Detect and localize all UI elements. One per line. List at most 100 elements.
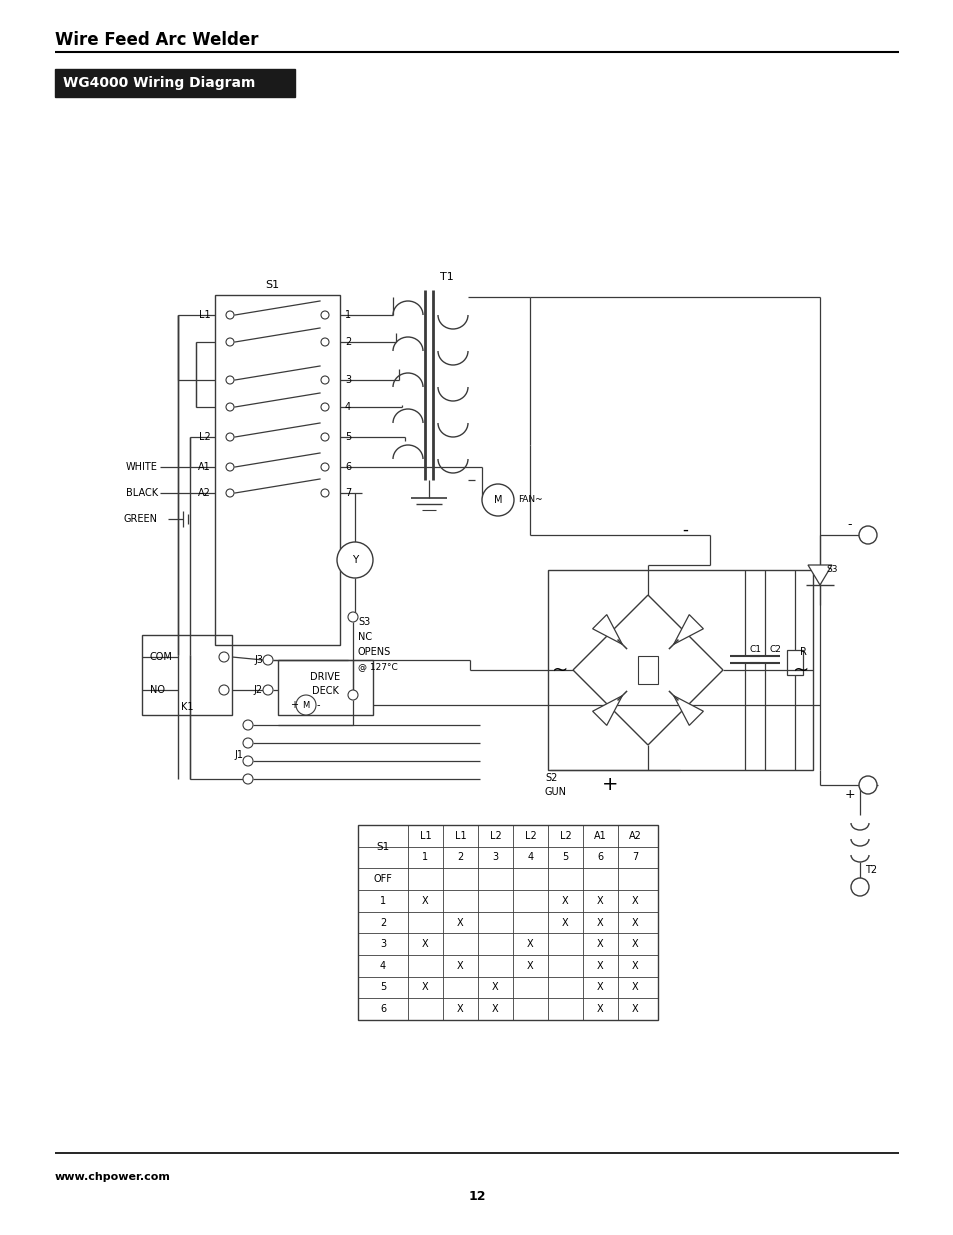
Circle shape	[320, 311, 329, 319]
Circle shape	[243, 774, 253, 784]
Text: NO: NO	[150, 685, 165, 695]
Circle shape	[226, 433, 233, 441]
Circle shape	[263, 655, 273, 664]
Text: A1: A1	[594, 831, 606, 841]
Text: @ 127°C: @ 127°C	[357, 662, 397, 672]
Text: J3: J3	[253, 655, 263, 664]
Text: COM: COM	[150, 652, 172, 662]
Circle shape	[243, 756, 253, 766]
Text: Wire Feed Arc Welder: Wire Feed Arc Welder	[55, 31, 258, 49]
Text: 1: 1	[379, 895, 386, 905]
Circle shape	[226, 403, 233, 411]
Text: X: X	[422, 939, 428, 950]
Circle shape	[243, 720, 253, 730]
Text: S1: S1	[265, 280, 279, 290]
Text: L1: L1	[199, 310, 211, 320]
Text: X: X	[632, 939, 639, 950]
Bar	[55, 69, 294, 98]
Text: X: X	[456, 1004, 463, 1014]
Text: M: M	[302, 700, 310, 709]
Text: X: X	[492, 1004, 498, 1014]
Text: 1: 1	[345, 310, 351, 320]
Text: X: X	[527, 961, 534, 971]
Text: 1: 1	[422, 852, 428, 862]
Text: L1: L1	[455, 831, 466, 841]
Text: X: X	[597, 939, 603, 950]
Bar	[214, 295, 339, 645]
Text: WHITE: WHITE	[126, 462, 158, 472]
Bar	[547, 571, 812, 769]
Text: C1: C1	[749, 646, 761, 655]
Text: X: X	[632, 918, 639, 927]
Text: 4: 4	[345, 403, 351, 412]
Text: X: X	[561, 895, 568, 905]
Text: OPENS: OPENS	[357, 647, 391, 657]
Text: 3: 3	[379, 939, 386, 950]
Circle shape	[226, 489, 233, 496]
Text: X: X	[456, 918, 463, 927]
Text: X: X	[597, 1004, 603, 1014]
Text: Y: Y	[352, 555, 357, 564]
Text: +: +	[601, 776, 618, 794]
Text: 3: 3	[492, 852, 498, 862]
Text: GREEN: GREEN	[124, 514, 158, 524]
Text: X: X	[492, 983, 498, 993]
Circle shape	[226, 375, 233, 384]
Text: FAN~: FAN~	[517, 495, 542, 505]
Text: 3: 3	[345, 375, 351, 385]
Text: X: X	[422, 983, 428, 993]
Text: X: X	[422, 895, 428, 905]
Text: +: +	[290, 700, 297, 710]
Text: X: X	[527, 939, 534, 950]
Bar	[357, 825, 658, 1020]
Text: X: X	[632, 1004, 639, 1014]
Polygon shape	[592, 695, 621, 725]
Polygon shape	[807, 564, 831, 585]
Text: 4: 4	[527, 852, 533, 862]
Circle shape	[243, 739, 253, 748]
Circle shape	[226, 311, 233, 319]
Text: 6: 6	[379, 1004, 386, 1014]
Text: T2: T2	[864, 864, 876, 876]
Text: 7: 7	[632, 852, 638, 862]
Text: S3: S3	[357, 618, 370, 627]
Text: -: -	[681, 521, 687, 538]
Circle shape	[336, 542, 373, 578]
Circle shape	[348, 613, 357, 622]
Text: L2: L2	[559, 831, 571, 841]
Text: X: X	[632, 983, 639, 993]
Text: 7: 7	[345, 488, 351, 498]
Circle shape	[295, 695, 315, 715]
Bar	[786, 650, 802, 676]
Text: 5: 5	[379, 983, 386, 993]
Circle shape	[858, 526, 876, 543]
Circle shape	[320, 463, 329, 471]
Circle shape	[858, 776, 876, 794]
Circle shape	[226, 338, 233, 346]
Text: X: X	[632, 895, 639, 905]
Text: J1: J1	[233, 750, 243, 760]
Text: GUN: GUN	[544, 787, 566, 797]
Text: X: X	[597, 983, 603, 993]
Text: C2: C2	[769, 646, 781, 655]
Text: T1: T1	[439, 272, 454, 282]
Circle shape	[226, 463, 233, 471]
Text: ~: ~	[551, 661, 568, 679]
Bar	[638, 656, 658, 684]
Text: K1: K1	[180, 701, 193, 713]
Text: ~: ~	[792, 661, 808, 679]
Text: 6: 6	[345, 462, 351, 472]
Text: -: -	[847, 519, 851, 531]
Circle shape	[481, 484, 514, 516]
Text: NC: NC	[357, 632, 372, 642]
Text: 12: 12	[468, 1191, 485, 1203]
Circle shape	[348, 690, 357, 700]
Circle shape	[320, 489, 329, 496]
Text: S2: S2	[544, 773, 557, 783]
Text: DECK: DECK	[312, 685, 338, 697]
Text: 2: 2	[456, 852, 463, 862]
Circle shape	[850, 878, 868, 897]
Text: www.chpower.com: www.chpower.com	[55, 1172, 171, 1182]
Circle shape	[320, 338, 329, 346]
Text: L2: L2	[489, 831, 501, 841]
